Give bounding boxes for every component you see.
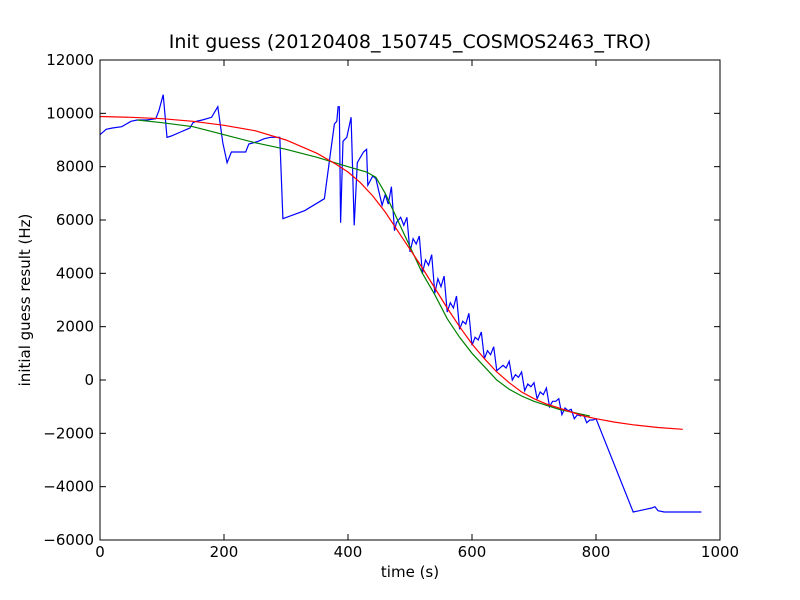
y-tick-label: −4000 xyxy=(43,478,94,496)
x-tick-label: 0 xyxy=(95,543,105,561)
plot-frame xyxy=(99,59,721,541)
x-axis: 0 200 400 600 800 1000 xyxy=(95,60,739,561)
y-axis-label: initial guess result (Hz) xyxy=(16,214,34,387)
x-tick-label: 1000 xyxy=(701,543,739,561)
chart-title: Init guess (20120408_150745_COSMOS2463_T… xyxy=(169,31,651,53)
x-tick-label: 400 xyxy=(334,543,363,561)
y-tick-label: −2000 xyxy=(43,424,94,442)
x-tick-label: 600 xyxy=(458,543,487,561)
plot-series xyxy=(99,94,702,513)
y-tick-label: 0 xyxy=(84,371,94,389)
y-tick-label: 2000 xyxy=(56,318,94,336)
x-tick-label: 800 xyxy=(582,543,611,561)
x-axis-label: time (s) xyxy=(381,563,439,581)
y-tick-label: 6000 xyxy=(56,211,94,229)
y-tick-label: 4000 xyxy=(56,264,94,282)
y-tick-label: 12000 xyxy=(46,51,94,69)
x-tick-label: 200 xyxy=(210,543,239,561)
series-line-1 xyxy=(99,94,702,513)
y-tick-label: 8000 xyxy=(56,158,94,176)
y-tick-label: −6000 xyxy=(43,531,94,549)
y-axis: −6000 −4000 −2000 0 2000 4000 6000 8000 10000 120… xyxy=(43,51,720,549)
series-line-2 xyxy=(137,119,590,417)
y-tick-label: 10000 xyxy=(46,104,94,122)
series-line-3 xyxy=(99,115,683,430)
